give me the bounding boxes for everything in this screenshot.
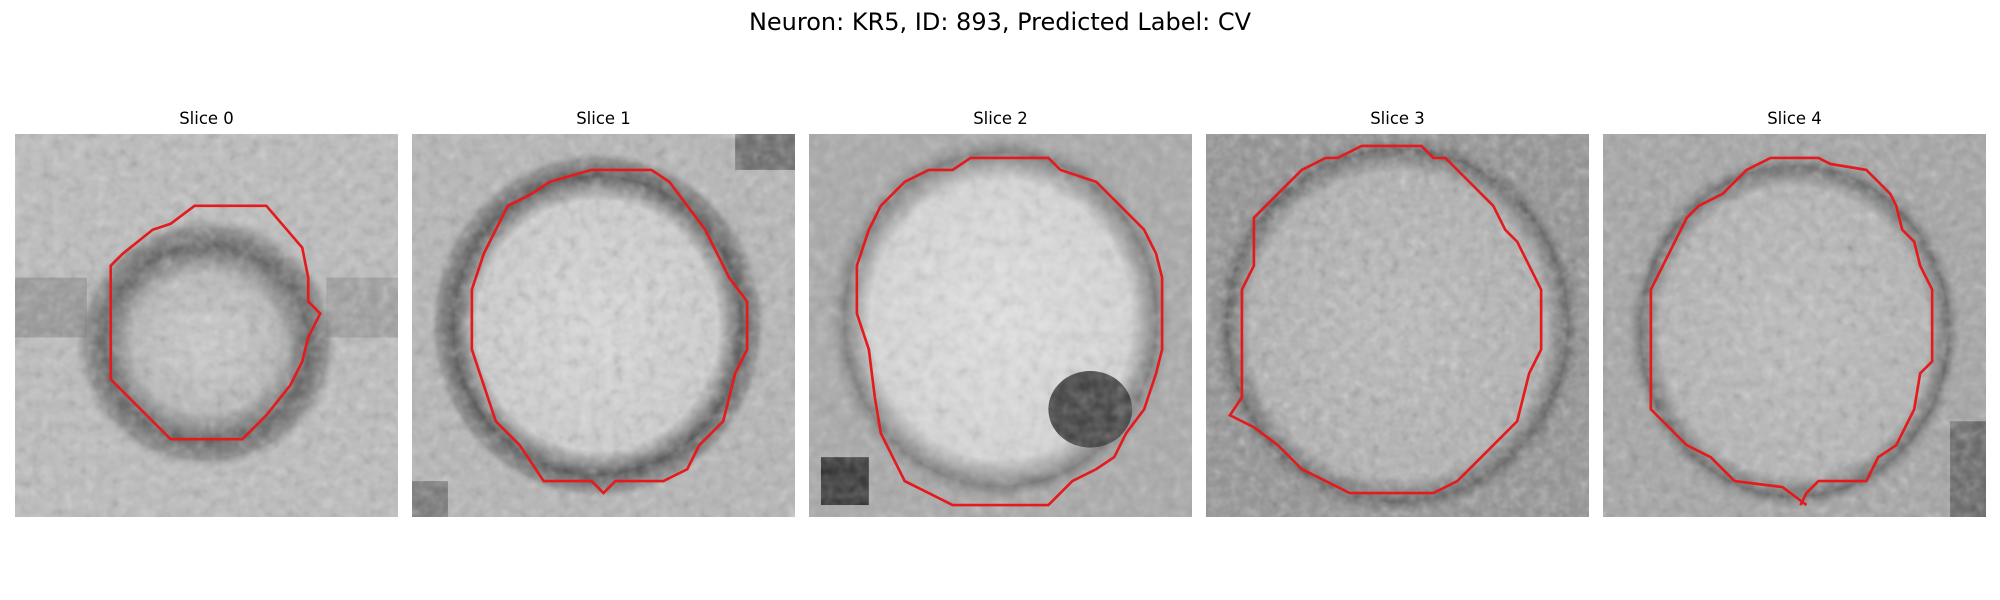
slice-4-title: Slice 4 [1767,109,1822,128]
slice-3-image [1206,134,1589,517]
slice-2-image [809,134,1192,517]
slice-1-title: Slice 1 [576,109,631,128]
slice-0-title: Slice 0 [179,109,234,128]
slice-4-image [1603,134,1986,517]
slice-3-title: Slice 3 [1370,109,1425,128]
slice-0-image [15,134,398,517]
slice-1-image [412,134,795,517]
slice-2-title: Slice 2 [973,109,1028,128]
figure-title: Neuron: KR5, ID: 893, Predicted Label: C… [748,8,1252,36]
